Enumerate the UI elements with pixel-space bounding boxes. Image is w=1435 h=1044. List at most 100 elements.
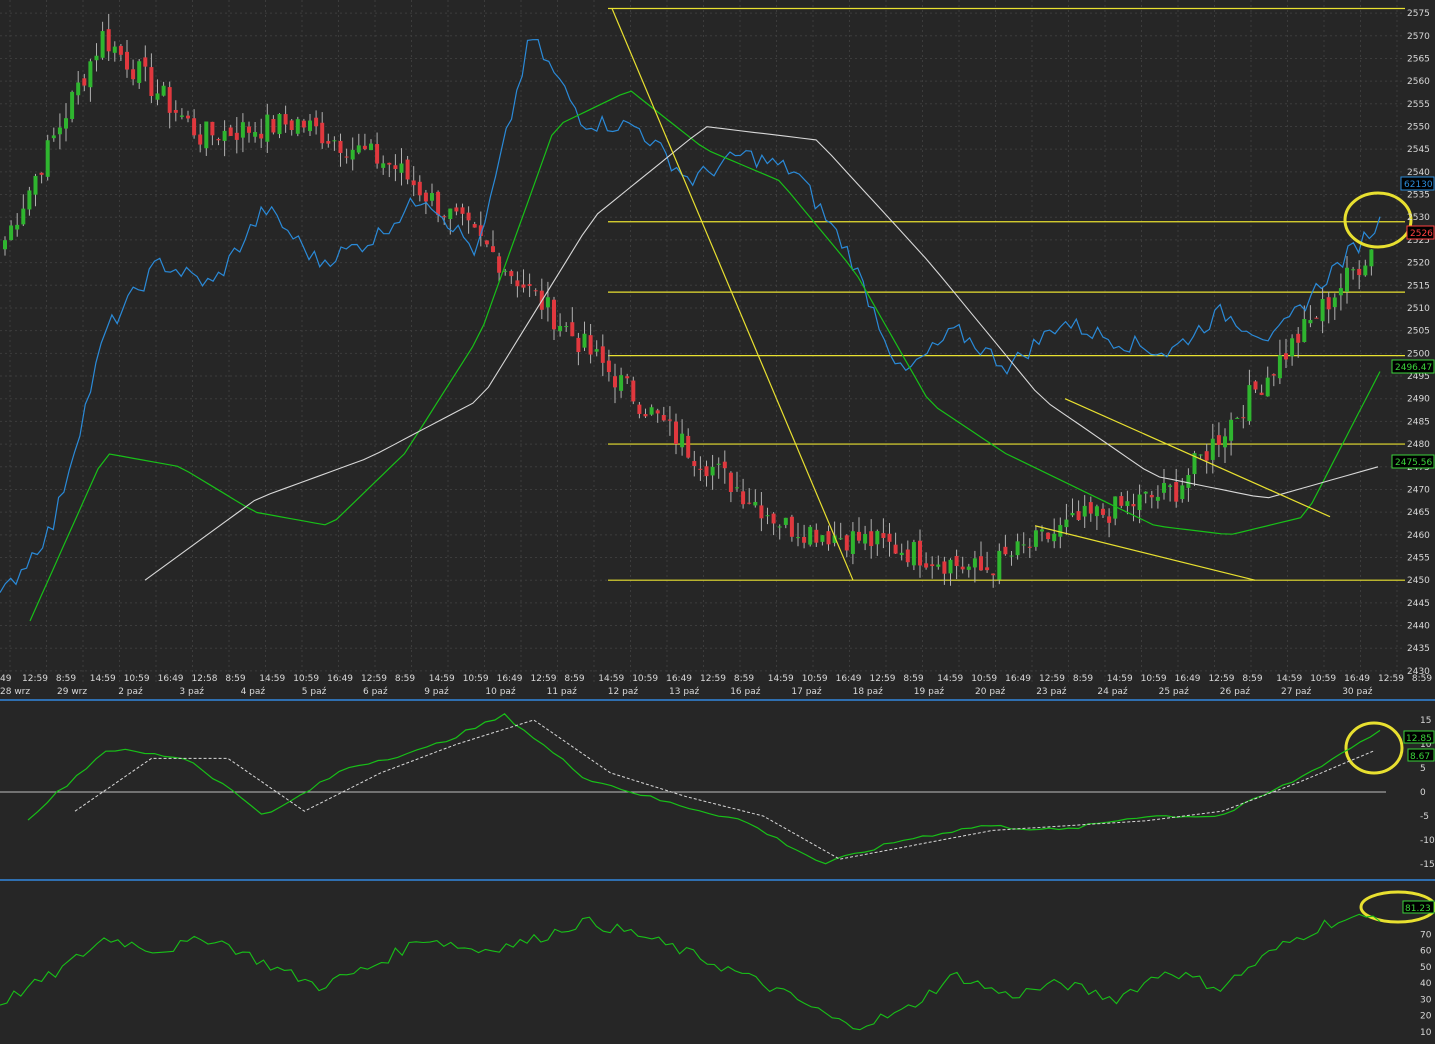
candle-body [667,419,672,421]
candle-body [155,93,160,100]
candle-body [448,208,453,220]
candle-body [600,346,605,363]
candle-body [76,82,81,96]
candle-body [1131,504,1136,507]
candle-body [625,376,630,379]
candle-body [1015,541,1020,556]
candle-body [680,433,685,448]
candle-body [1204,451,1209,461]
candle-body [558,325,563,332]
price-tick-label: 2465 [1407,508,1430,518]
time-tick-label: 10:59 [1310,674,1336,684]
rsi-tick-label: 70 [1420,930,1432,940]
moving-average-slow [144,126,1379,581]
price-tick-label: 2490 [1407,395,1430,405]
time-tick-label: 14:59 [937,674,963,684]
price-tick-label: 2435 [1407,644,1430,654]
time-tick-label: 8:59 [1242,674,1262,684]
candle-body [198,134,203,145]
candle-body [533,290,538,292]
candle-body [1357,268,1362,276]
candle-body [45,140,50,177]
candle-body [1027,546,1032,548]
candle-body [149,67,154,96]
time-tick-label: 14:59 [429,674,455,684]
candle-body [94,55,99,61]
candle-body [893,544,898,554]
candle-body [722,461,727,469]
highlight-ellipse-price [1343,191,1413,249]
time-tick-label: 12:59 [1378,674,1404,684]
price-tick-label: 2500 [1407,349,1430,359]
price-tick-label: 2515 [1407,281,1430,291]
candle-body [509,271,514,277]
volume-line [0,38,1381,593]
candle-body [332,140,337,142]
time-tick-label: 8:59 [564,674,584,684]
candle-body [991,573,996,576]
time-tick-label: 10:59 [971,674,997,684]
channel-lower-line [1034,525,1256,581]
time-tick-label: 10:59 [632,674,658,684]
macd-panel: 15 10 5 0 -5 -10 -15 12.85 8.67 [0,713,1435,870]
candle-body [1119,496,1124,506]
time-tick-label: 14:59 [768,674,794,684]
candle-body [1332,297,1337,308]
candle-body [741,491,746,505]
candle-body [57,127,62,135]
date-tick-label: 28 wrz [0,687,30,697]
badge-close-last: 2526 [1410,229,1433,239]
candle-body [844,535,849,551]
candle-body [70,91,75,119]
candle-body [881,533,886,538]
price-tick-label: 2570 [1407,32,1430,42]
candle-body [247,126,251,133]
time-tick-label: 16:49 [1005,674,1031,684]
price-tick-label: 2565 [1407,54,1430,64]
time-tick-label: 8:59 [734,674,754,684]
candle-body [491,246,495,253]
candle-body [39,172,44,175]
candle-body [735,487,739,489]
candle-body [51,135,56,139]
candle-body [100,31,105,58]
candle-body [515,280,520,287]
time-tick-label: 12:59 [22,674,48,684]
price-tick-label: 2535 [1407,191,1430,201]
candle-body [942,561,947,574]
candle-body [905,549,910,563]
candle-body [240,122,245,138]
rsi-tick-label: 20 [1420,1012,1432,1022]
candle-body [582,333,587,348]
candle-body [1241,417,1246,419]
candle-body [954,556,959,566]
macd-tick-label: -5 [1420,812,1429,822]
candle-body [234,132,239,140]
time-tick-label: 10:59 [802,674,828,684]
candle-body [478,225,483,237]
time-tick-label: 10:59 [293,674,319,684]
time-tick-label: 10:59 [1141,674,1167,684]
candle-body [570,322,575,337]
candle-body [759,505,764,519]
candle-body [277,114,282,135]
candle-body [9,225,14,241]
price-tick-label: 2440 [1407,622,1430,632]
candle-body [161,85,166,96]
candle-body [1137,494,1142,511]
rsi-tick-label: 40 [1420,979,1432,989]
candle-body [789,516,794,537]
candle-body [167,87,172,113]
candle-body [863,533,868,544]
candle-body [1088,502,1093,514]
candle-body [118,45,123,55]
time-tick-label: 12:58 [192,674,218,684]
candle-body [289,120,294,130]
fibonacci-levels [608,7,1405,581]
time-tick-label: 14:59 [259,674,285,684]
candle-body [1125,501,1130,507]
candle-body [125,51,129,70]
candle-body [911,542,916,566]
candle-body [228,127,233,136]
